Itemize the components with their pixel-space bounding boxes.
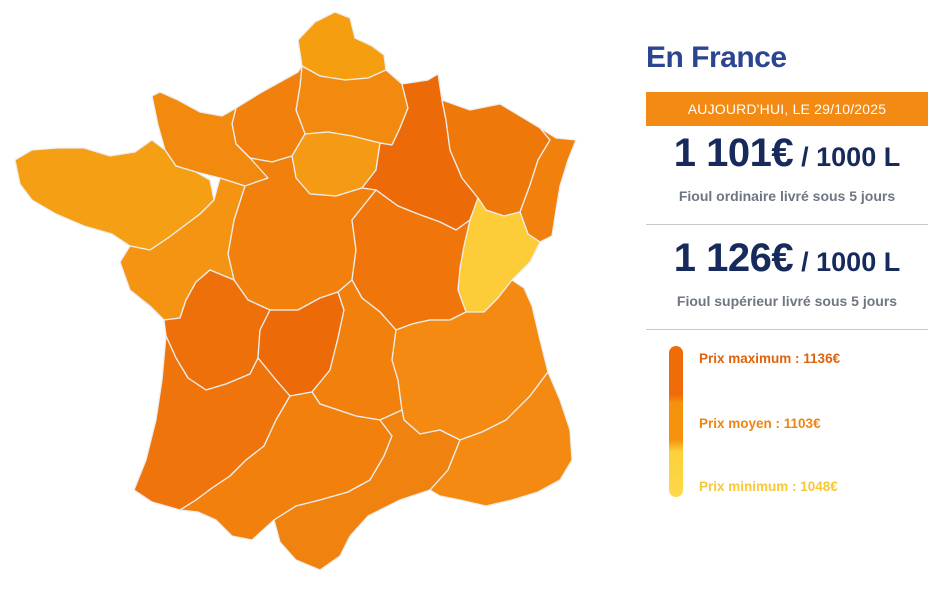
price-unit: / 1000 L xyxy=(801,142,901,172)
price-line: 1 101€/ 1000 L xyxy=(646,130,928,185)
region-paca[interactable] xyxy=(429,371,573,507)
legend-avg-label: Prix moyen : 1103€ xyxy=(699,416,821,431)
date-banner: AUJOURD'HUI, LE 29/10/2025 xyxy=(646,92,928,126)
france-map xyxy=(14,11,577,571)
region-languedoc[interactable] xyxy=(273,409,461,571)
price-amount: 1 101€ xyxy=(673,131,794,175)
region-haute-normandie[interactable] xyxy=(231,65,306,163)
price-block-ordinaire: 1 101€/ 1000 L Fioul ordinaire livré sou… xyxy=(646,126,928,225)
region-pays-de-la-loire[interactable] xyxy=(119,177,246,321)
price-description: Fioul ordinaire livré sous 5 jours xyxy=(678,188,896,204)
price-unit: / 1000 L xyxy=(801,247,901,277)
region-nord[interactable] xyxy=(297,11,387,81)
price-line: 1 126€/ 1000 L xyxy=(646,235,928,290)
panel-title: En France xyxy=(646,41,787,74)
price-panel: En France AUJOURD'HUI, LE 29/10/2025 1 1… xyxy=(646,38,928,506)
price-amount: 1 126€ xyxy=(673,236,794,280)
price-legend: Prix maximum : 1136€ Prix moyen : 1103€ … xyxy=(646,346,928,506)
legend-gradient-bar xyxy=(669,346,683,497)
legend-max-label: Prix maximum : 1136€ xyxy=(699,351,841,366)
region-alsace[interactable] xyxy=(519,127,577,243)
price-description: Fioul supérieur livré sous 5 jours xyxy=(676,293,898,309)
price-block-superieur: 1 126€/ 1000 L Fioul supérieur livré sou… xyxy=(646,225,928,330)
legend-min-label: Prix minimum : 1048€ xyxy=(699,479,838,494)
